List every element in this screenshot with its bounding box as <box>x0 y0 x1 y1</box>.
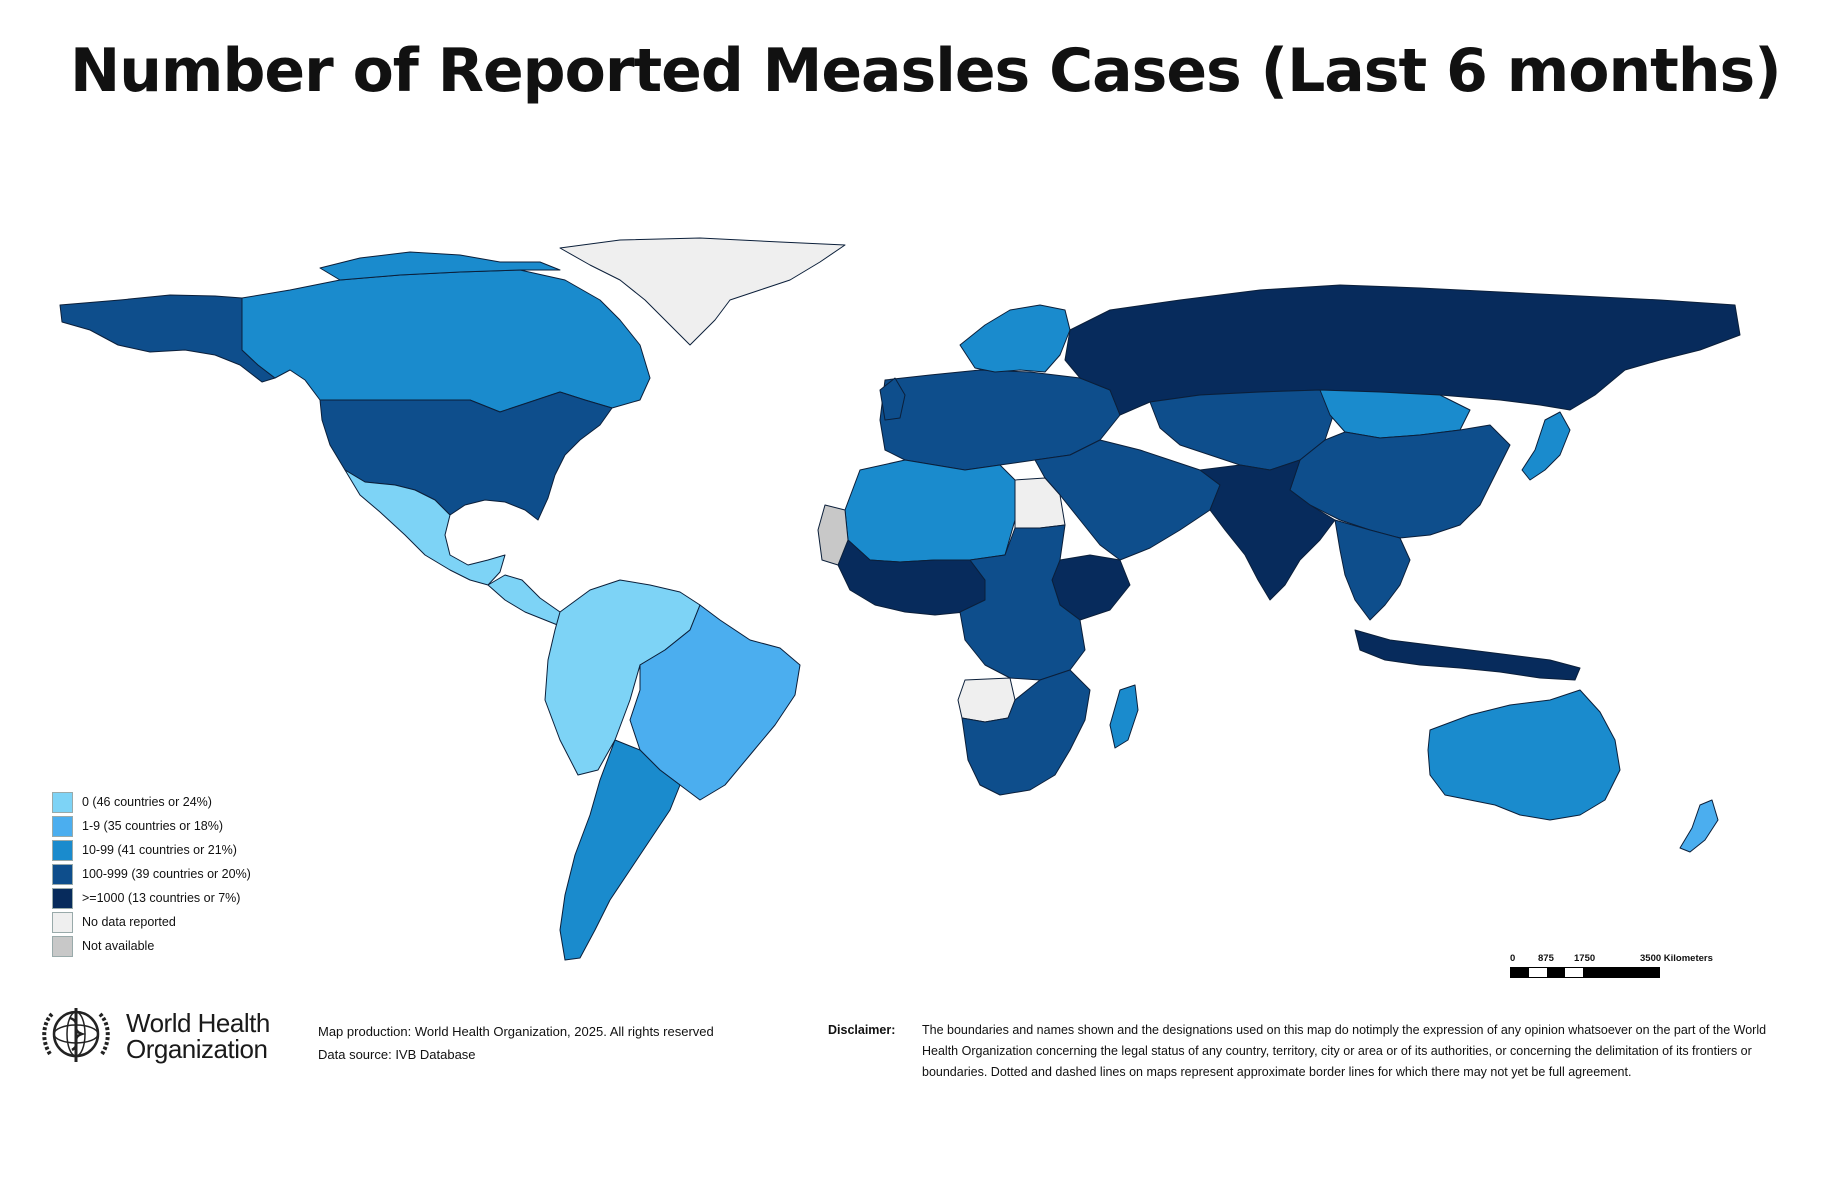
region-southeast-asia[interactable] <box>1334 519 1411 621</box>
who-name-line2: Organization <box>126 1034 268 1064</box>
scale-bar: 0 875 1750 3500 Kilometers <box>1510 953 1713 978</box>
region-mexico[interactable] <box>344 469 506 586</box>
scale-segment <box>1583 968 1659 977</box>
region-russia[interactable] <box>1064 284 1741 416</box>
legend-label: 0 (46 countries or 24%) <box>82 795 212 809</box>
legend-label: >=1000 (13 countries or 7%) <box>82 891 241 905</box>
region-usa[interactable] <box>319 391 613 521</box>
scale-tick-label: 1750 <box>1574 953 1596 964</box>
region-argentina[interactable] <box>559 739 681 961</box>
legend-label: Not available <box>82 939 155 953</box>
map-title: Number of Reported Measles Cases (Last 6… <box>70 36 1782 106</box>
region-south-america-north[interactable] <box>544 579 701 776</box>
region-north-africa[interactable] <box>844 459 1016 563</box>
data-source-credit: Data source: IVB Database <box>318 1047 476 1062</box>
region-mongolia[interactable] <box>1319 389 1471 439</box>
legend-swatch <box>52 863 73 885</box>
legend-swatch <box>52 911 73 933</box>
legend-swatch <box>52 791 73 813</box>
region-canada-islands[interactable] <box>319 251 561 281</box>
scale-tick-label: 3500 Kilometers <box>1640 953 1713 964</box>
region-western-sahara[interactable] <box>817 504 849 566</box>
legend-item: 0 (46 countries or 24%) <box>52 790 251 814</box>
scale-segment <box>1565 968 1583 977</box>
region-china[interactable] <box>1289 424 1511 539</box>
map-legend: 0 (46 countries or 24%) 1-9 (35 countrie… <box>52 790 251 958</box>
legend-swatch <box>52 887 73 909</box>
region-greenland[interactable] <box>559 237 846 346</box>
region-middle-east[interactable] <box>1034 439 1221 561</box>
region-alaska[interactable] <box>59 294 276 383</box>
region-japan[interactable] <box>1521 411 1571 481</box>
region-southern-africa[interactable] <box>961 669 1091 796</box>
region-central-africa[interactable] <box>959 524 1086 681</box>
who-name-line1: World Health <box>126 1008 270 1038</box>
scale-bar-graphic <box>1510 967 1660 978</box>
disclaimer-label: Disclaimer: <box>828 1023 896 1037</box>
legend-item: 10-99 (41 countries or 21%) <box>52 838 251 862</box>
who-emblem-icon <box>42 1008 110 1062</box>
scale-segment <box>1511 968 1529 977</box>
region-new-zealand[interactable] <box>1679 799 1719 853</box>
legend-item: >=1000 (13 countries or 7%) <box>52 886 251 910</box>
disclaimer: Disclaimer: The boundaries and names sho… <box>828 1020 1802 1083</box>
region-india[interactable] <box>1199 459 1336 601</box>
map-production-credit: Map production: World Health Organizatio… <box>318 1024 714 1039</box>
legend-label: 100-999 (39 countries or 20%) <box>82 867 251 881</box>
legend-swatch <box>52 935 73 957</box>
scale-labels: 0 875 1750 3500 Kilometers <box>1510 953 1713 967</box>
region-madagascar[interactable] <box>1109 684 1139 749</box>
region-australia[interactable] <box>1427 689 1621 821</box>
legend-swatch <box>52 839 73 861</box>
scale-segment <box>1529 968 1547 977</box>
legend-swatch <box>52 815 73 837</box>
legend-label: 1-9 (35 countries or 18%) <box>82 819 224 833</box>
who-logo: World Health Organization <box>36 1000 270 1072</box>
legend-label: No data reported <box>82 915 176 929</box>
scale-tick-label: 875 <box>1538 953 1554 964</box>
legend-item: No data reported <box>52 910 251 934</box>
legend-item: 100-999 (39 countries or 20%) <box>52 862 251 886</box>
region-indonesia[interactable] <box>1354 629 1581 681</box>
legend-item: 1-9 (35 countries or 18%) <box>52 814 251 838</box>
disclaimer-text: The boundaries and names shown and the d… <box>922 1023 1767 1079</box>
who-wordmark: World Health Organization <box>116 1010 270 1062</box>
region-angola[interactable] <box>957 677 1016 723</box>
region-uk[interactable] <box>879 377 906 421</box>
credits: Map production: World Health Organizatio… <box>318 1020 714 1066</box>
scale-segment <box>1547 968 1565 977</box>
legend-item: Not available <box>52 934 251 958</box>
scale-tick-label: 0 <box>1510 953 1516 964</box>
legend-label: 10-99 (41 countries or 21%) <box>82 843 237 857</box>
region-scandinavia[interactable] <box>959 304 1071 373</box>
region-brazil[interactable] <box>629 604 801 801</box>
region-canada[interactable] <box>241 269 651 413</box>
